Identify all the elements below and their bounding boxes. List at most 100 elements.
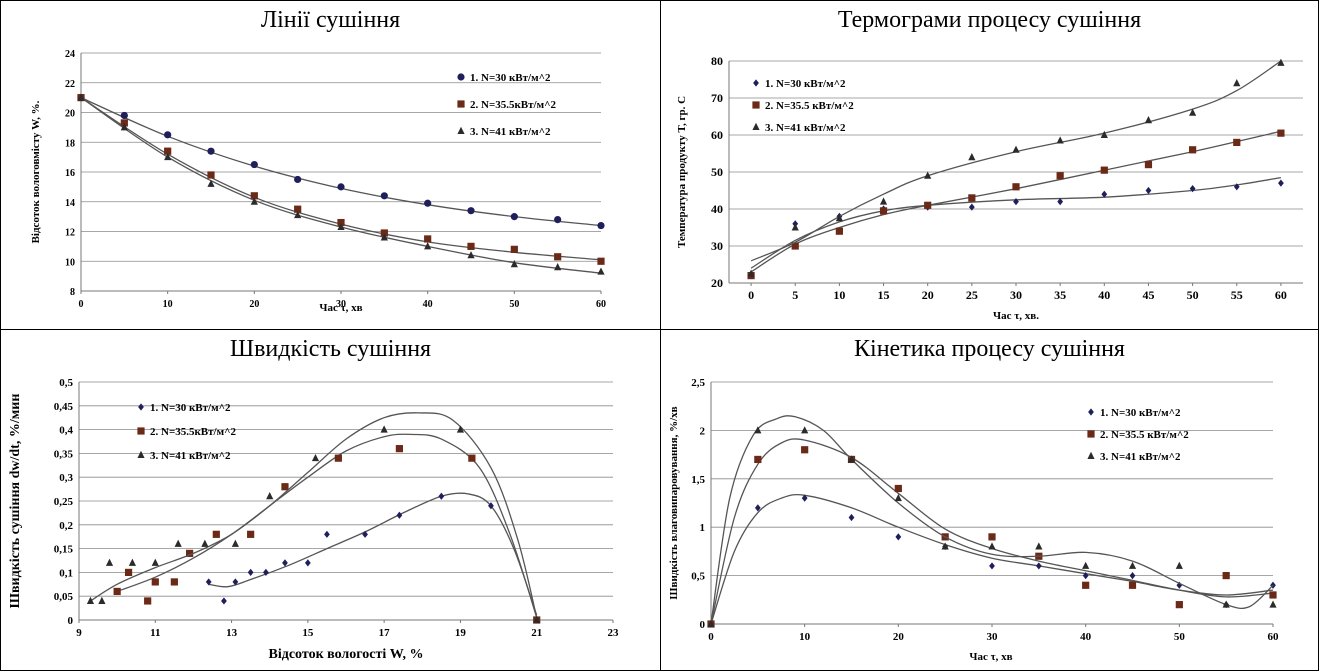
data-point xyxy=(554,263,562,271)
data-point xyxy=(164,152,172,161)
data-point xyxy=(597,267,605,275)
x-tick-label: 0 xyxy=(708,631,714,643)
x-axis-label: Час τ, хв xyxy=(319,302,362,314)
data-point xyxy=(77,93,85,101)
data-point xyxy=(754,455,762,464)
data-point xyxy=(1189,108,1197,116)
x-tick-label: 30 xyxy=(1010,288,1022,302)
data-point xyxy=(113,587,121,596)
data-point xyxy=(105,558,114,566)
x-tick-label: 30 xyxy=(336,299,346,310)
data-point xyxy=(1128,581,1137,589)
data-point xyxy=(250,160,258,169)
x-tick-label: 40 xyxy=(1098,288,1110,302)
y-axis-label: Відсоток вологовмісту W, %. xyxy=(30,100,42,243)
y-tick-label: 22 xyxy=(65,79,75,90)
chart-kinetics: 0 0,5 1 1,5 2 2,5 0 10 20 30 40 50 60 Час τ, хв Швидкі… xyxy=(668,377,1279,663)
data-point xyxy=(1035,542,1043,550)
data-point xyxy=(801,494,808,502)
series-2-trendline xyxy=(750,130,1282,273)
data-point xyxy=(282,559,288,567)
data-point xyxy=(250,192,258,200)
data-point xyxy=(467,251,475,259)
data-point xyxy=(151,578,159,586)
data-point xyxy=(231,539,239,547)
data-point xyxy=(1278,179,1284,187)
y-tick-label: 20 xyxy=(65,109,75,120)
data-point xyxy=(250,197,258,205)
y-tick-label: 50 xyxy=(711,165,723,179)
data-point xyxy=(1233,79,1241,87)
series-3-trendline xyxy=(710,415,1274,625)
data-point xyxy=(174,539,182,547)
chart-title: Кінетика процесу сушіння xyxy=(854,336,1125,362)
gridlines xyxy=(79,381,613,621)
y-tick-label: 2 xyxy=(700,425,706,437)
x-tick-label: 40 xyxy=(423,299,433,310)
x-tick-label: 17 xyxy=(379,627,391,639)
data-point xyxy=(424,235,432,243)
data-point xyxy=(1270,581,1276,589)
data-point xyxy=(707,619,715,627)
y-tick-label: 0,4 xyxy=(59,425,73,437)
data-point xyxy=(1128,561,1137,569)
data-point xyxy=(281,483,289,491)
legend-label: 1. N=30 кВт/м^2 xyxy=(1100,407,1181,419)
x-tick-label: 55 xyxy=(1231,288,1243,302)
series-1-trendline xyxy=(208,492,538,616)
series-2-trendline xyxy=(80,97,602,261)
data-point xyxy=(1233,183,1240,191)
data-point xyxy=(924,201,932,209)
data-point xyxy=(894,484,902,493)
y-tick-label: 8 xyxy=(70,287,75,298)
x-tick-label: 30 xyxy=(987,631,999,643)
chart-panel-thermograms: Термограми процесу сушіння 20 30 40 50 60 70 8… xyxy=(660,0,1319,330)
series-3-trendline xyxy=(750,60,1282,262)
y-tick-label: 18 xyxy=(65,138,75,149)
chart-panel-drying-lines: Лінії сушіння 8 10 12 14 16 18 20 22 24 0 10 20 30 40… xyxy=(0,0,661,330)
data-point xyxy=(337,218,345,227)
data-point xyxy=(1189,146,1197,154)
data-point xyxy=(1175,601,1183,609)
legend-label: 3. N=41 кВт/м^2 xyxy=(470,126,551,138)
x-tick-label: 0 xyxy=(79,299,84,310)
x-tick-label: 9 xyxy=(76,627,82,639)
data-point xyxy=(456,425,465,433)
series-3-trendline xyxy=(90,412,538,618)
data-point xyxy=(151,558,159,566)
x-tick-label: 35 xyxy=(1054,288,1066,302)
data-point xyxy=(212,530,220,538)
x-tick-label: 21 xyxy=(531,627,542,639)
chart-title: Лінії сушіння xyxy=(260,7,401,33)
data-point xyxy=(120,111,128,120)
data-point xyxy=(488,502,494,510)
data-point xyxy=(1144,116,1153,124)
chart-panel-kinetics: Кінетика процесу сушіння 0 0,5 1 1,5 2 2,5 0 10… xyxy=(660,329,1319,671)
y-tick-label: 14 xyxy=(65,198,75,209)
y-tick-label: 0,15 xyxy=(54,544,74,556)
legend-marker xyxy=(1087,430,1095,438)
legend-marker xyxy=(1087,451,1095,459)
data-point xyxy=(1082,581,1090,589)
data-point xyxy=(201,539,209,547)
y-tick-label: 0 xyxy=(700,619,706,631)
data-point xyxy=(247,568,254,576)
x-tick-label: 10 xyxy=(799,631,811,643)
legend-marker xyxy=(137,427,145,435)
data-point xyxy=(879,207,888,215)
data-point xyxy=(1175,561,1183,569)
x-tick-label: 0 xyxy=(748,288,754,302)
series-3: 3. N=41 кВт/м^2 xyxy=(747,58,1285,277)
data-point xyxy=(380,192,388,200)
data-point xyxy=(1035,562,1042,570)
data-point xyxy=(294,175,302,184)
series-2: 2. N=35.5 кВт/м^2 xyxy=(747,100,1285,280)
y-tick-label: 0,05 xyxy=(54,591,74,603)
series-2: 2. N=35.5 кВт/м^2 xyxy=(707,429,1277,628)
legend-label: 3. N=41 кВт/м^2 xyxy=(765,122,846,134)
legend-marker xyxy=(138,403,144,411)
data-point xyxy=(207,171,215,179)
x-tick-label: 10 xyxy=(833,288,845,302)
data-point xyxy=(1277,58,1285,66)
